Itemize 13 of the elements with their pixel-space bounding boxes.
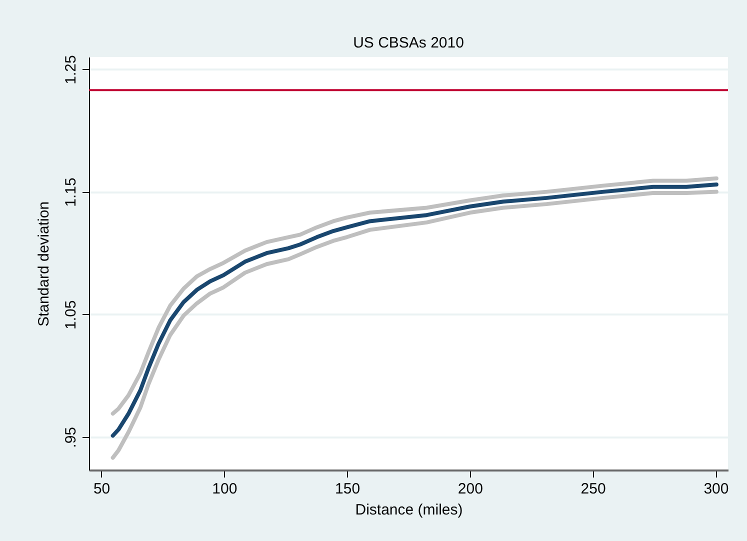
x-tick-label: 200 bbox=[458, 480, 483, 498]
x-tick-label: 50 bbox=[93, 480, 110, 498]
y-tick-label: 1.15 bbox=[62, 178, 80, 207]
x-tick-label: 100 bbox=[212, 480, 238, 498]
y-axis-title: Standard deviation bbox=[36, 201, 52, 327]
x-axis-title: Distance (miles) bbox=[355, 502, 463, 518]
y-tick-label: .95 bbox=[62, 426, 80, 448]
x-tick-label: 300 bbox=[704, 480, 729, 498]
y-tick-label: 1.05 bbox=[62, 300, 80, 330]
chart-title: US CBSAs 2010 bbox=[353, 34, 464, 52]
x-tick-label: 150 bbox=[335, 480, 360, 498]
y-tick-label: 1.25 bbox=[62, 55, 80, 84]
x-tick-label: 250 bbox=[580, 480, 606, 498]
